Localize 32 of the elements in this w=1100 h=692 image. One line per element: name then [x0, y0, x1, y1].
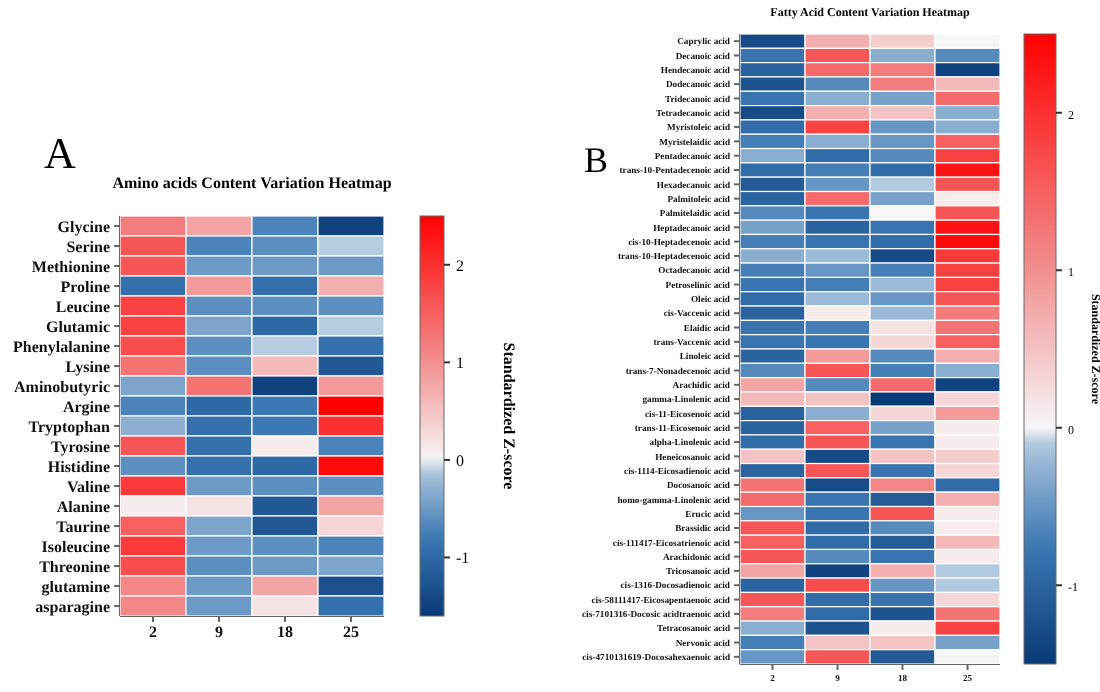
text: B — [584, 140, 609, 180]
y-tick-label: Histidine — [47, 457, 111, 476]
y-tick-label: Leucine — [55, 297, 111, 316]
y-tick-label: Glycine — [57, 217, 111, 236]
y-tick-label: Methionine — [31, 257, 111, 276]
x-tick-label: 9 — [215, 623, 223, 642]
y-tick-label: asparagine — [35, 597, 111, 616]
y-tick-label: Phenylalanine — [13, 337, 111, 356]
y-tick-label: Alanine — [56, 497, 111, 516]
y-tick-label: Argine — [62, 397, 111, 416]
y-tick-label: Proline — [60, 277, 111, 296]
x-tick-label: 25 — [343, 623, 359, 642]
y-tick-label: Valine — [67, 477, 111, 496]
color-bar-title: Standardized Z-score — [500, 342, 518, 491]
color-bar-label: -1 — [456, 549, 470, 568]
y-tick-label: Threonine — [39, 557, 111, 576]
color-bar-label: 0 — [456, 451, 464, 470]
y-tick-label: Tryptophan — [28, 417, 112, 436]
chart-title: Amino acids Content Variation Heatmap — [112, 174, 393, 192]
y-tick-label: Serine — [66, 237, 111, 256]
x-tick-label: 2 — [149, 623, 157, 642]
y-tick-label: glutamine — [41, 577, 111, 596]
text: A — [44, 128, 76, 178]
y-tick-label: Lysine — [65, 357, 111, 376]
color-bar-label: 2 — [456, 256, 464, 275]
y-tick-label: Isoleucine — [41, 537, 111, 556]
y-tick-label: Glutamic — [46, 317, 111, 336]
y-tick-label: Tyrosine — [51, 437, 111, 456]
x-tick-label: 18 — [277, 623, 293, 642]
color-bar-label: 1 — [456, 354, 464, 373]
y-tick-label: Aminobutyric — [14, 377, 111, 396]
y-tick-label: Taurine — [56, 517, 111, 536]
